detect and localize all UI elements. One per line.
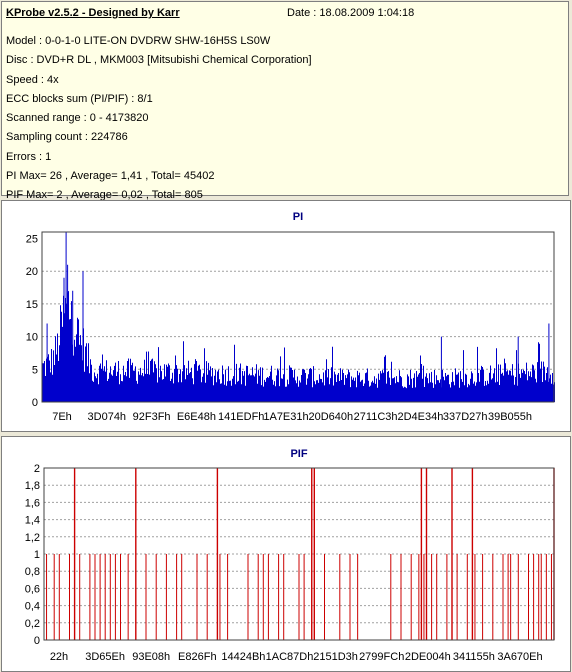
x-tick-label: 3D074h [88, 411, 127, 423]
y-tick-label: 0 [32, 397, 38, 409]
plot-border [41, 231, 555, 403]
y-tick-label: 5 [32, 364, 38, 376]
info-scanned-range: Scanned range : 0 - 4173820 [6, 112, 149, 125]
x-tick-label: 141EDFh [218, 411, 264, 423]
x-tick-label: 22h [50, 651, 68, 663]
x-tick-label: E826Fh [178, 651, 217, 663]
x-tick-label: 3A670Eh [497, 651, 542, 663]
y-tick-label: 1,8 [25, 480, 40, 492]
info-ecc-sum: ECC blocks sum (PI/PIF) : 8/1 [6, 92, 153, 105]
y-tick-label: 1,6 [25, 497, 40, 509]
y-tick-label: 15 [26, 299, 38, 311]
pi-chart: PI 0 5 10 15 20 25 7Eh 3D074h 92F3Fh E6E48h 141EDFh… [26, 211, 555, 423]
x-tick-label: 20D640h [308, 411, 353, 423]
y-tick-label: 10 [26, 332, 38, 344]
x-tick-label: 337D27h [443, 411, 488, 423]
scan-info: Model : 0-0-1-0 LITE-ON DVDRW SHW-16H5S … [6, 32, 312, 206]
y-tick-label: 25 [26, 234, 38, 246]
report-header: KProbe v2.5.2 - Designed by Karr Date : … [1, 1, 569, 201]
x-tick-label: E6E48h [177, 411, 216, 423]
y-tick-label: 0,6 [25, 583, 40, 595]
app-title: KProbe v2.5.2 - Designed by Karr [6, 7, 180, 19]
x-tick-label: 341155h [453, 651, 495, 663]
x-tick-label: 2799FCh [359, 651, 404, 663]
y-tick-label: 0,4 [25, 601, 40, 613]
x-tick-label: 2DE004h [405, 651, 451, 663]
pif-chart: PIF 0 0,2 0,4 0,6 0,8 1 1,2 1,4 1,6 1,8 2 22h 3D65Eh 9… [25, 448, 555, 663]
x-tick-label: 1A7E31h [263, 411, 308, 423]
y-tick-label: 20 [26, 266, 38, 278]
info-model: Model : 0-0-1-0 LITE-ON DVDRW SHW-16H5S … [6, 35, 271, 47]
info-pif-stats: PIF Max= 2 , Average= 0,02 , Total= 805 [6, 189, 203, 202]
info-errors: Errors : 1 [6, 150, 52, 163]
y-tick-label: 2 [34, 463, 40, 475]
info-disc: Disc : DVD+R DL , MKM003 [Mitsubishi Che… [6, 54, 312, 67]
x-tick-label: 2151D3h [313, 651, 358, 663]
info-speed: Speed : 4x [6, 73, 59, 86]
y-tick-label: 1,4 [25, 515, 40, 527]
x-tick-label: 39B055h [488, 411, 532, 423]
info-sampling-count: Sampling count : 224786 [6, 131, 128, 144]
x-tick-label: 1AC87Dh [266, 651, 314, 663]
pif-chart-panel: PIF 0 0,2 0,4 0,6 0,8 1 1,2 1,4 1,6 1,8 2 22h 3D65Eh 9… [1, 436, 571, 672]
y-tick-label: 1 [34, 549, 40, 561]
y-tick-label: 0,8 [25, 566, 40, 578]
x-tick-label: 7Eh [52, 411, 72, 423]
plot-border [43, 467, 555, 641]
scan-date: Date : 18.08.2009 1:04:18 [287, 7, 415, 19]
info-pi-stats: PI Max= 26 , Average= 1,41 , Total= 4540… [6, 170, 215, 183]
chart-title: PIF [290, 448, 307, 460]
y-tick-label: 1,2 [25, 532, 40, 544]
y-tick-label: 0 [34, 635, 40, 647]
x-tick-label: 2711C3h [354, 411, 398, 423]
pi-chart-panel: PI 0 5 10 15 20 25 7Eh 3D074h 92F3Fh E6E48h 141EDFh… [1, 200, 571, 432]
x-tick-label: 93E08h [132, 651, 170, 663]
x-tick-label: 14424Bh [221, 651, 265, 663]
x-tick-label: 92F3Fh [133, 411, 171, 423]
y-tick-label: 0,2 [25, 618, 40, 630]
x-tick-label: 3D65Eh [85, 651, 125, 663]
x-tick-label: 2D4E34h [397, 411, 443, 423]
chart-title: PI [293, 211, 303, 223]
